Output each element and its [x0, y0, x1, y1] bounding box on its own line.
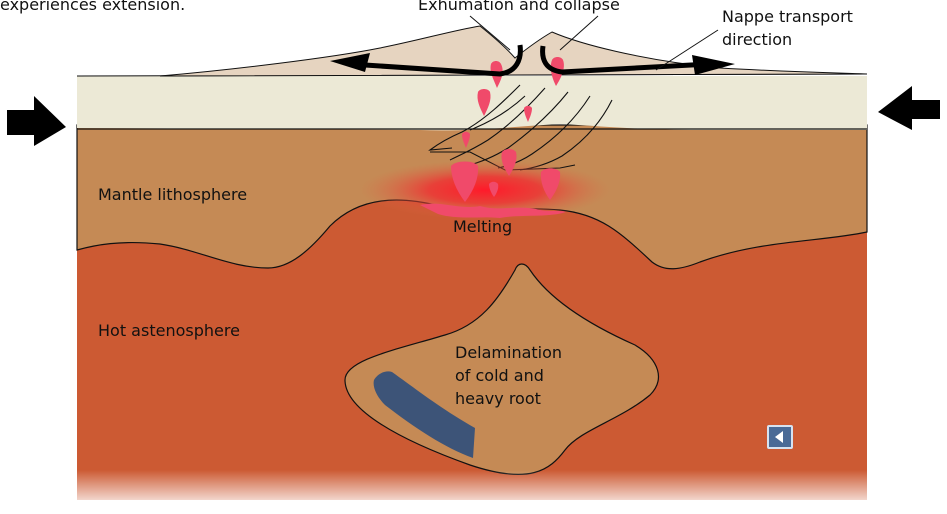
leader-lines — [469, 15, 719, 71]
left-arrowhead-icon — [330, 53, 370, 72]
convergence-arrow-right — [878, 86, 940, 130]
melt-layer — [420, 203, 566, 218]
delamination-label-line1: Delamination — [455, 343, 563, 362]
hot-astenosphere-label: Hot astenosphere — [98, 321, 240, 340]
convergence-arrow-left — [7, 96, 66, 146]
collapse-arrow-right — [540, 45, 711, 75]
cold-slab — [373, 371, 475, 458]
orogen-wedge — [159, 25, 868, 77]
collapse-arrow-left — [349, 44, 523, 77]
intro-text: experiences extension. — [0, 0, 186, 14]
melt-droplets — [451, 57, 564, 202]
nappe-transport-label: Nappe transport — [722, 7, 853, 26]
collapse-arrows — [330, 44, 735, 77]
crust-layer — [77, 76, 867, 131]
nappe-direction-label: direction — [722, 30, 793, 49]
delamination-label-line3: heavy root — [455, 389, 541, 408]
right-arrowhead-icon — [692, 55, 735, 75]
melting-label: Melting — [453, 217, 513, 236]
back-button[interactable] — [767, 425, 793, 449]
delamination-label-line2: of cold and — [455, 366, 544, 385]
bottom-fade — [60, 470, 880, 510]
mantle-lithosphere-label: Mantle lithosphere — [98, 185, 248, 204]
exhumation-label: Exhumation and collapse — [418, 0, 620, 14]
back-arrow-icon — [769, 427, 791, 447]
